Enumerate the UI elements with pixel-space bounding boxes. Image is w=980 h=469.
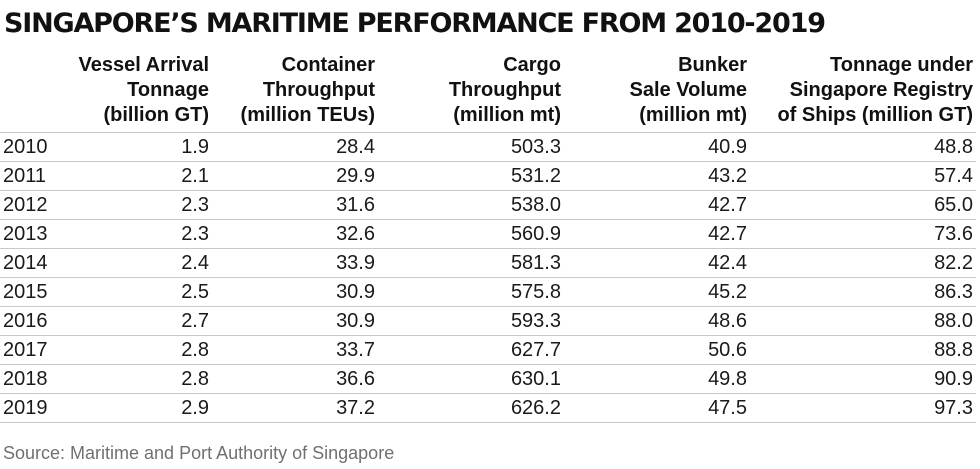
- year-cell: 2011: [0, 161, 66, 191]
- table-row: 2010 1.9 28.4 503.3 40.9 48.8: [0, 132, 976, 162]
- column-header-line: Tonnage under: [830, 54, 973, 76]
- value-cell-cargo-throughput: 503.3: [378, 132, 564, 162]
- column-header-cargo-throughput: Cargo Throughput (million mt): [378, 53, 564, 133]
- year-cell: 2018: [0, 364, 66, 394]
- column-header-line: Tonnage: [127, 79, 209, 101]
- column-header-line: Throughput: [262, 79, 375, 101]
- column-header-line: (million mt): [639, 104, 747, 126]
- column-header-line: (million mt): [453, 104, 561, 126]
- value-cell-bunker-sale-volume: 42.7: [564, 219, 750, 249]
- column-header-vessel-arrival-tonnage: Vessel Arrival Tonnage (billion GT): [66, 53, 212, 133]
- value-cell-cargo-throughput: 593.3: [378, 306, 564, 336]
- value-cell-vessel-arrival-tonnage: 1.9: [66, 132, 212, 162]
- table-body: 2010 1.9 28.4 503.3 40.9 48.8 2011 2.1 29.9 531.2…: [0, 132, 976, 423]
- value-cell-registry-tonnage: 88.0: [750, 306, 976, 336]
- value-cell-container-throughput: 30.9: [212, 306, 378, 336]
- table-row: 2019 2.9 37.2 626.2 47.5 97.3: [0, 393, 976, 423]
- value-cell-vessel-arrival-tonnage: 2.9: [66, 393, 212, 423]
- column-header-line: Container: [281, 54, 375, 76]
- value-cell-container-throughput: 33.7: [212, 335, 378, 365]
- value-cell-container-throughput: 36.6: [212, 364, 378, 394]
- value-cell-vessel-arrival-tonnage: 2.1: [66, 161, 212, 191]
- year-cell: 2013: [0, 219, 66, 249]
- value-cell-registry-tonnage: 97.3: [750, 393, 976, 423]
- column-header-line: (million TEUs): [240, 104, 375, 126]
- table-row: 2011 2.1 29.9 531.2 43.2 57.4: [0, 161, 976, 191]
- year-cell: 2014: [0, 248, 66, 278]
- value-cell-registry-tonnage: 48.8: [750, 132, 976, 162]
- value-cell-container-throughput: 37.2: [212, 393, 378, 423]
- column-header-line: Cargo: [503, 54, 561, 76]
- value-cell-registry-tonnage: 73.6: [750, 219, 976, 249]
- value-cell-registry-tonnage: 90.9: [750, 364, 976, 394]
- value-cell-cargo-throughput: 626.2: [378, 393, 564, 423]
- table-row: 2015 2.5 30.9 575.8 45.2 86.3: [0, 277, 976, 307]
- value-cell-container-throughput: 32.6: [212, 219, 378, 249]
- column-header-line: Singapore Registry: [789, 79, 973, 101]
- column-header-bunker-sale-volume: Bunker Sale Volume (million mt): [564, 53, 750, 133]
- table-row: 2012 2.3 31.6 538.0 42.7 65.0: [0, 190, 976, 220]
- column-header-line: of Ships (million GT): [777, 104, 973, 126]
- value-cell-bunker-sale-volume: 42.7: [564, 190, 750, 220]
- value-cell-container-throughput: 33.9: [212, 248, 378, 278]
- page-title: SINGAPORE’S MARITIME PERFORMANCE FROM 20…: [4, 8, 826, 39]
- value-cell-registry-tonnage: 65.0: [750, 190, 976, 220]
- value-cell-vessel-arrival-tonnage: 2.8: [66, 364, 212, 394]
- value-cell-vessel-arrival-tonnage: 2.3: [66, 219, 212, 249]
- table-row: 2013 2.3 32.6 560.9 42.7 73.6: [0, 219, 976, 249]
- column-header-line: (billion GT): [103, 104, 209, 126]
- value-cell-bunker-sale-volume: 47.5: [564, 393, 750, 423]
- value-cell-container-throughput: 31.6: [212, 190, 378, 220]
- maritime-performance-table: Vessel Arrival Tonnage (billion GT) Contain…: [0, 53, 976, 423]
- value-cell-vessel-arrival-tonnage: 2.8: [66, 335, 212, 365]
- value-cell-cargo-throughput: 560.9: [378, 219, 564, 249]
- value-cell-registry-tonnage: 57.4: [750, 161, 976, 191]
- column-header-registry-tonnage: Tonnage under Singapore Registry of Ships …: [750, 53, 976, 133]
- table-row: 2017 2.8 33.7 627.7 50.6 88.8: [0, 335, 976, 365]
- value-cell-cargo-throughput: 627.7: [378, 335, 564, 365]
- value-cell-container-throughput: 29.9: [212, 161, 378, 191]
- table-row: 2018 2.8 36.6 630.1 49.8 90.9: [0, 364, 976, 394]
- column-header-line: Throughput: [448, 79, 561, 101]
- value-cell-bunker-sale-volume: 45.2: [564, 277, 750, 307]
- value-cell-container-throughput: 28.4: [212, 132, 378, 162]
- value-cell-cargo-throughput: 630.1: [378, 364, 564, 394]
- table-header: Vessel Arrival Tonnage (billion GT) Contain…: [0, 53, 976, 133]
- value-cell-vessel-arrival-tonnage: 2.7: [66, 306, 212, 336]
- value-cell-vessel-arrival-tonnage: 2.3: [66, 190, 212, 220]
- year-cell: 2012: [0, 190, 66, 220]
- year-cell: 2019: [0, 393, 66, 423]
- column-header-line: Sale Volume: [629, 79, 747, 101]
- value-cell-cargo-throughput: 531.2: [378, 161, 564, 191]
- column-header-container-throughput: Container Throughput (million TEUs): [212, 53, 378, 133]
- year-cell: 2015: [0, 277, 66, 307]
- value-cell-bunker-sale-volume: 42.4: [564, 248, 750, 278]
- source-note: Source: Maritime and Port Authority of S…: [3, 443, 395, 463]
- value-cell-vessel-arrival-tonnage: 2.4: [66, 248, 212, 278]
- header-row: Vessel Arrival Tonnage (billion GT) Contain…: [0, 53, 976, 133]
- column-header-year: [0, 53, 66, 133]
- value-cell-bunker-sale-volume: 40.9: [564, 132, 750, 162]
- table-row: 2016 2.7 30.9 593.3 48.6 88.0: [0, 306, 976, 336]
- column-header-line: Bunker: [678, 54, 747, 76]
- column-header-line: Vessel Arrival: [78, 54, 209, 76]
- value-cell-registry-tonnage: 88.8: [750, 335, 976, 365]
- value-cell-registry-tonnage: 86.3: [750, 277, 976, 307]
- value-cell-cargo-throughput: 581.3: [378, 248, 564, 278]
- value-cell-bunker-sale-volume: 50.6: [564, 335, 750, 365]
- value-cell-cargo-throughput: 575.8: [378, 277, 564, 307]
- value-cell-cargo-throughput: 538.0: [378, 190, 564, 220]
- value-cell-vessel-arrival-tonnage: 2.5: [66, 277, 212, 307]
- value-cell-bunker-sale-volume: 43.2: [564, 161, 750, 191]
- year-cell: 2016: [0, 306, 66, 336]
- value-cell-registry-tonnage: 82.2: [750, 248, 976, 278]
- year-cell: 2017: [0, 335, 66, 365]
- value-cell-bunker-sale-volume: 48.6: [564, 306, 750, 336]
- value-cell-container-throughput: 30.9: [212, 277, 378, 307]
- value-cell-bunker-sale-volume: 49.8: [564, 364, 750, 394]
- year-cell: 2010: [0, 132, 66, 162]
- table-row: 2014 2.4 33.9 581.3 42.4 82.2: [0, 248, 976, 278]
